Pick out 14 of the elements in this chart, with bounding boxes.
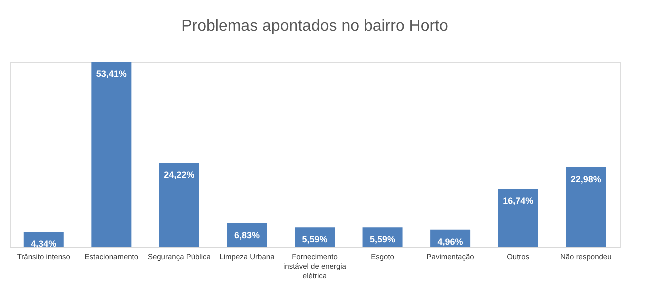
data-label: 5,59% (370, 234, 396, 245)
data-label: 24,22% (164, 170, 195, 180)
bar (159, 163, 200, 247)
data-label: 6,83% (234, 230, 260, 240)
chart-title: Problemas apontados no bairro Horto (182, 18, 449, 35)
bar (498, 189, 538, 247)
data-label: 4,34% (31, 238, 57, 249)
bar (566, 167, 606, 247)
data-label: 4,96% (438, 236, 464, 247)
data-label: 16,74% (503, 196, 534, 206)
data-label: 22,98% (570, 174, 602, 184)
bar (92, 62, 132, 247)
data-label: 5,59% (302, 234, 328, 245)
data-label: 53,41% (96, 69, 127, 79)
